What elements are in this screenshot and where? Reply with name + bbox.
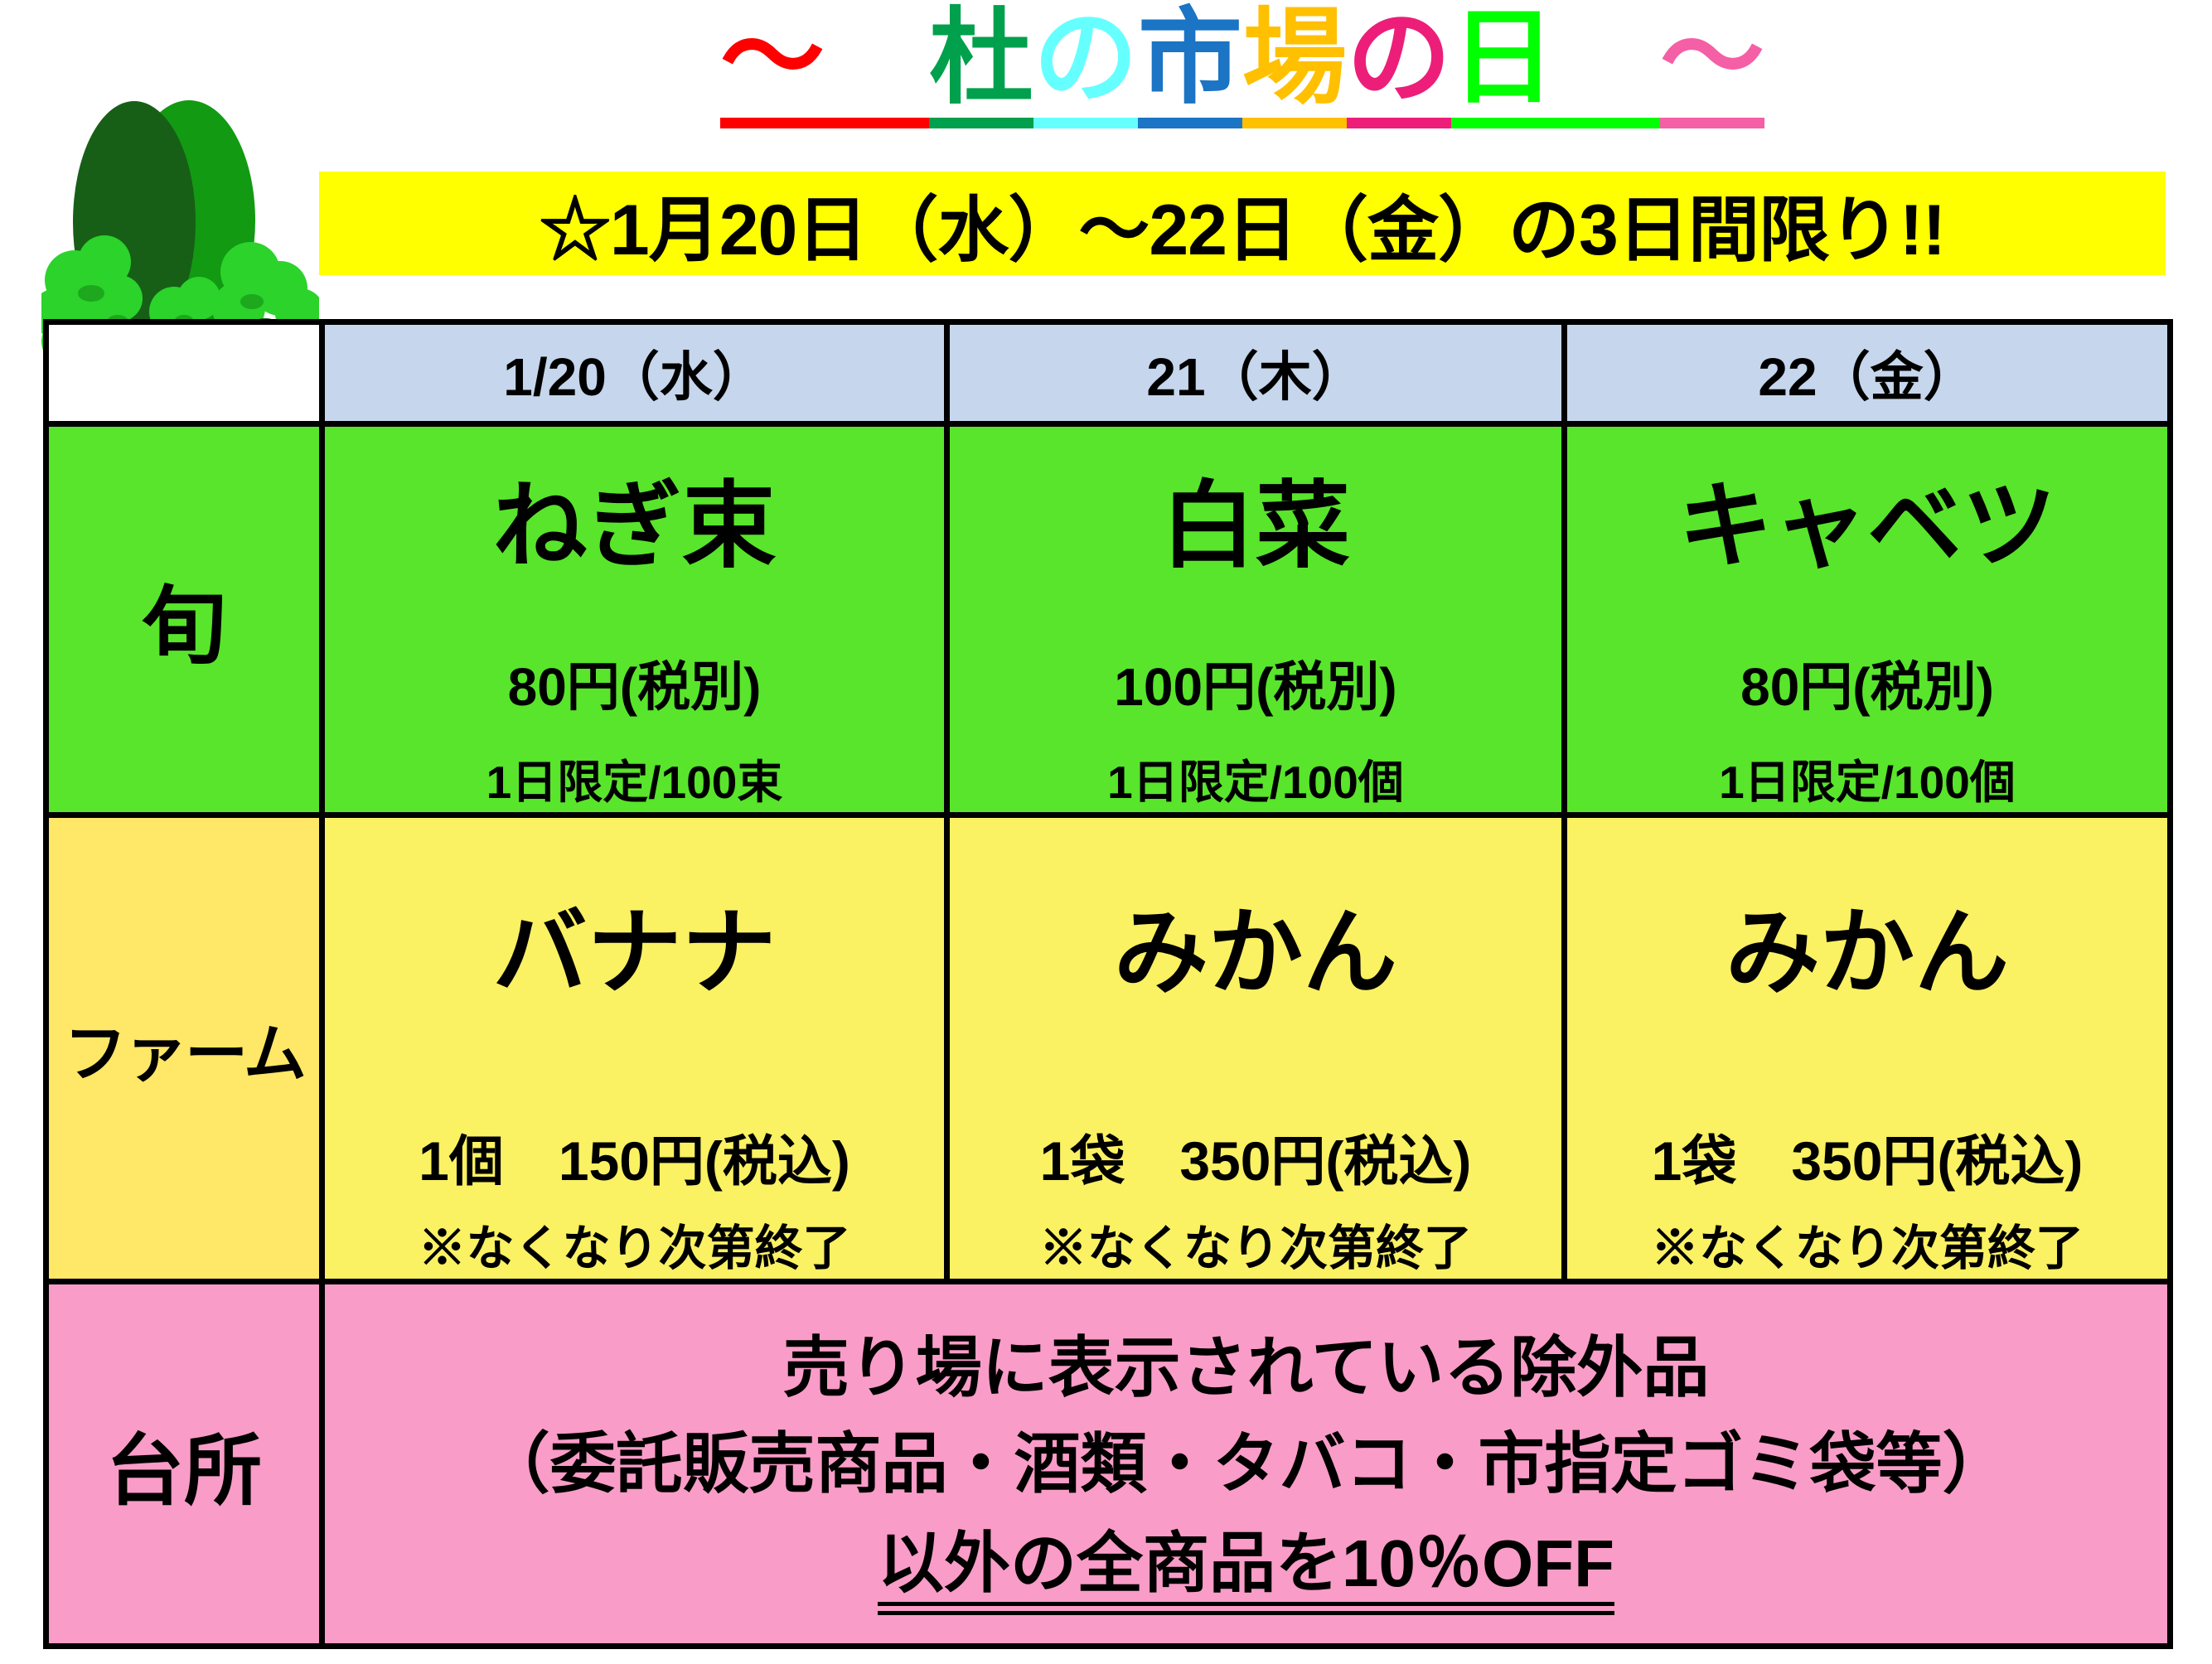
header-date-3: 22（金）: [1561, 319, 2173, 427]
price-table: 1/20（水） 21（木） 22（金） 旬 ねぎ束 80円(税別) 1日限定/1…: [43, 319, 2173, 1649]
page-title: ～ 杜の市場の日 ～: [319, 2, 2166, 129]
discount-offer-text: 以外の全商品を10％OFF: [878, 1530, 1614, 1615]
row-label-farm: ファーム: [43, 812, 325, 1284]
row-label-daidokoro: 台所: [43, 1279, 325, 1649]
header-row: 1/20（水） 21（木） 22（金）: [43, 319, 2173, 427]
title-char-no1: の: [1033, 2, 1138, 129]
date-banner: ☆1月20日（水）～22日（金）の3日間限り!!: [319, 172, 2166, 275]
row-label-shun: 旬: [43, 421, 325, 818]
product-name: バナナ: [492, 901, 777, 1006]
cell-mikan-2: みかん 1袋 350円(税込) ※なくなり次第終了: [1561, 812, 2173, 1284]
row-farm: ファーム バナナ 1個 150円(税込) ※なくなり次第終了 みかん 1袋 35…: [43, 812, 2173, 1284]
product-name: 白菜: [1160, 474, 1350, 579]
title-char-ichi: 市: [1138, 2, 1242, 129]
discount-line-1: 売り場に表示されている除外品: [782, 1330, 1710, 1405]
product-name: キャベツ: [1677, 474, 2056, 579]
product-name: みかん: [1113, 901, 1397, 1006]
header-date-2: 21（木）: [944, 319, 1567, 427]
cell-negi: ねぎ束 80円(税別) 1日限定/100束: [319, 421, 950, 818]
title-char-mori: 杜: [929, 2, 1033, 129]
title-char-tilde-right: ～: [1660, 2, 1764, 129]
discount-line-3: 以外の全商品を10％OFF: [878, 1530, 1614, 1615]
cell-hakusai: 白菜 100円(税別) 1日限定/100個: [944, 421, 1567, 818]
corner-cell: [43, 319, 325, 427]
title-char-ba: 場: [1242, 2, 1347, 129]
product-price: 1個 150円(税込): [419, 1130, 850, 1192]
row-shun: 旬 ねぎ束 80円(税別) 1日限定/100束 白菜 100円(税別) 1日限定…: [43, 421, 2173, 818]
title-char-tilde-left: ～: [720, 2, 929, 129]
product-note: 1日限定/100束: [486, 757, 783, 808]
product-note: 1日限定/100個: [1107, 757, 1404, 808]
product-note: ※なくなり次第終了: [1650, 1221, 2084, 1275]
product-note: ※なくなり次第終了: [1038, 1221, 1472, 1275]
header-date-1: 1/20（水）: [319, 319, 950, 427]
product-price: 1袋 350円(税込): [1651, 1130, 2084, 1192]
product-price: 1袋 350円(税込): [1039, 1130, 1472, 1192]
row-daidokoro: 台所 売り場に表示されている除外品 （委託販売商品・酒類・タバコ・市指定ゴミ袋等…: [43, 1279, 2173, 1649]
product-name: みかん: [1725, 901, 2009, 1006]
cell-mikan-1: みかん 1袋 350円(税込) ※なくなり次第終了: [944, 812, 1567, 1284]
discount-line-2: （委託販売商品・酒類・タバコ・市指定ゴミ袋等）: [483, 1426, 2009, 1501]
cell-cabbage: キャベツ 80円(税別) 1日限定/100個: [1561, 421, 2173, 818]
cell-discount-info: 売り場に表示されている除外品 （委託販売商品・酒類・タバコ・市指定ゴミ袋等） 以…: [319, 1279, 2173, 1649]
date-banner-text: ☆1月20日（水）～22日（金）の3日間限り!!: [539, 191, 1946, 270]
product-price: 80円(税別): [1740, 657, 1994, 717]
title-char-hi: 日: [1451, 2, 1660, 129]
title-char-no2: の: [1347, 2, 1451, 129]
cell-banana: バナナ 1個 150円(税込) ※なくなり次第終了: [319, 812, 950, 1284]
product-note: 1日限定/100個: [1719, 757, 2016, 808]
product-note: ※なくなり次第終了: [418, 1221, 851, 1275]
product-name: ねぎ束: [492, 474, 777, 579]
product-price: 80円(税別): [507, 657, 762, 717]
product-price: 100円(税別): [1114, 657, 1397, 717]
